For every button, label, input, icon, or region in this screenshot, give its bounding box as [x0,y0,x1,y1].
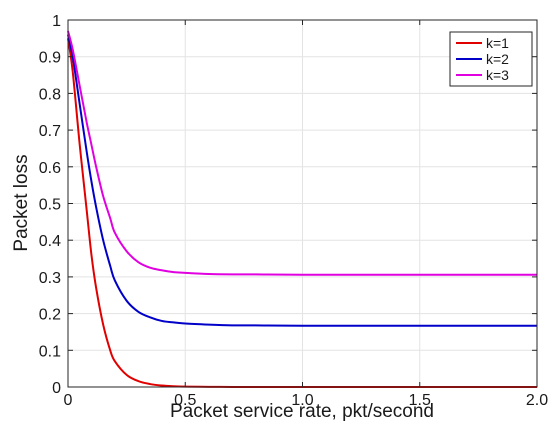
legend-label-k1: k=1 [486,35,509,51]
legend: k=1k=2k=3 [449,31,533,87]
grid [67,19,538,388]
x-tick-label: 0.5 [174,392,196,409]
x-axis-label: Packet service rate, pkt/second [170,401,434,422]
y-tick-label: 0.9 [39,50,61,67]
y-axis-label: Packet loss [11,154,32,251]
series-line-k2 [67,34,537,327]
legend-label-k3: k=3 [486,67,509,83]
ticks [67,19,538,388]
y-tick-label: 0.1 [39,343,61,360]
legend-label-k2: k=2 [486,51,509,67]
y-tick-label: 0.7 [39,123,61,140]
y-tick-label: 0 [52,380,61,397]
x-tick-label: 0 [64,392,73,409]
y-tick-label: 0.2 [39,307,61,324]
y-tick-label: 0.5 [39,197,61,214]
y-tick-label: 0.6 [39,160,61,177]
tick-labels: 0 0.5 1.0 1.5 2.0 0 0.1 0.2 0.3 0.4 0.5 0.6 0.7 0.8 0.… [39,13,548,409]
y-tick-label: 1 [52,13,61,30]
y-tick-label: 0.3 [39,270,61,287]
x-tick-label: 2.0 [526,392,548,409]
y-tick-label: 0.4 [39,233,61,250]
x-tick-label: 1.5 [409,392,431,409]
y-tick-label: 0.8 [39,86,61,103]
series-line-k3 [67,30,537,276]
x-tick-label: 1.0 [291,392,313,409]
